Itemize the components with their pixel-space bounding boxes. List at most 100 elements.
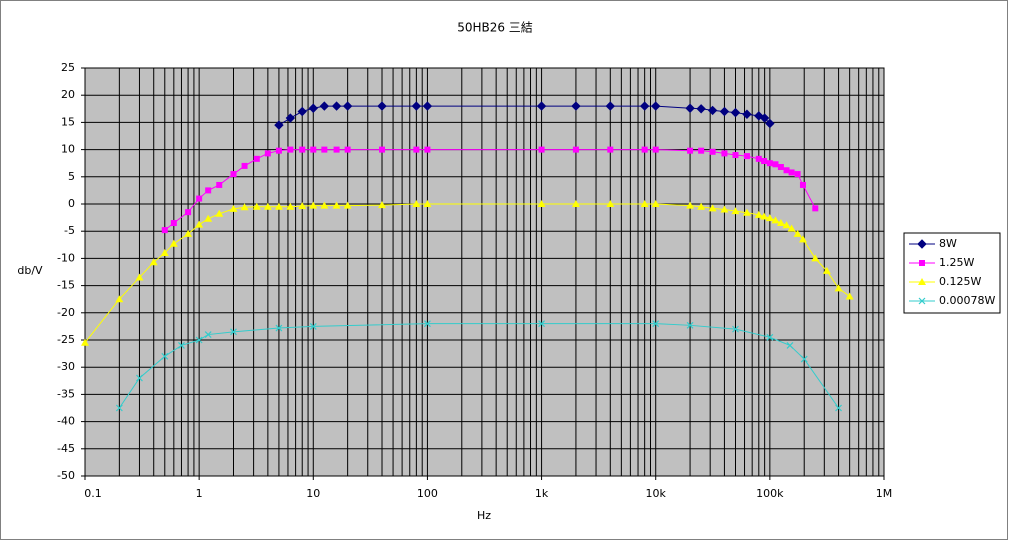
marker xyxy=(320,201,329,209)
marker xyxy=(536,101,547,111)
marker xyxy=(835,404,843,412)
plot-area xyxy=(84,67,885,477)
legend-label: 0.125W xyxy=(939,275,981,288)
legend-label: 1.25W xyxy=(939,256,974,269)
marker xyxy=(761,158,768,165)
marker xyxy=(538,320,545,328)
marker xyxy=(786,342,794,349)
marker xyxy=(379,146,386,153)
marker xyxy=(285,113,296,123)
x-tick-label: 10k xyxy=(646,487,667,500)
x-tick-label: 100 xyxy=(417,487,438,500)
marker xyxy=(184,229,193,237)
marker xyxy=(760,212,769,220)
marker xyxy=(652,320,660,328)
marker xyxy=(195,220,204,228)
x-tick-label: 1 xyxy=(196,487,203,500)
marker xyxy=(777,164,784,171)
marker xyxy=(253,155,260,162)
marker xyxy=(822,266,831,274)
y-tick-label: -45 xyxy=(57,442,75,455)
marker xyxy=(332,201,341,209)
marker xyxy=(378,201,387,209)
marker xyxy=(412,200,421,207)
y-tick-label: -10 xyxy=(57,251,75,264)
marker xyxy=(287,146,294,153)
marker xyxy=(230,171,237,178)
marker xyxy=(798,235,807,243)
marker xyxy=(204,331,212,338)
marker xyxy=(766,333,774,341)
marker xyxy=(800,355,808,363)
marker xyxy=(571,101,581,111)
marker xyxy=(697,202,706,210)
marker xyxy=(811,254,820,262)
marker xyxy=(185,209,192,216)
marker xyxy=(195,336,203,344)
marker xyxy=(799,181,806,188)
y-tick-label: 5 xyxy=(68,170,75,183)
marker xyxy=(115,404,123,412)
marker xyxy=(81,338,89,346)
marker xyxy=(686,201,695,209)
marker xyxy=(161,227,168,234)
plot-border xyxy=(84,67,885,477)
marker xyxy=(308,103,318,113)
y-tick-label: -20 xyxy=(57,306,75,319)
marker xyxy=(424,146,431,153)
marker xyxy=(834,284,843,292)
y-tick-label: -40 xyxy=(57,415,75,428)
marker xyxy=(377,101,387,111)
marker xyxy=(651,101,661,111)
marker xyxy=(170,220,177,227)
marker xyxy=(845,292,854,300)
marker xyxy=(782,221,791,229)
marker xyxy=(788,169,795,176)
y-tick-label: 25 xyxy=(61,61,75,74)
marker xyxy=(685,103,695,113)
y-tick-label: -5 xyxy=(64,224,75,237)
marker xyxy=(772,161,779,168)
marker xyxy=(263,202,272,210)
marker xyxy=(537,200,546,207)
marker xyxy=(742,208,751,216)
marker xyxy=(787,224,796,232)
marker xyxy=(766,160,773,167)
marker xyxy=(423,200,432,207)
marker xyxy=(639,101,650,111)
marker xyxy=(319,101,330,111)
legend-label: 0.00078W xyxy=(939,294,995,307)
marker xyxy=(252,202,261,210)
y-tick-label: 10 xyxy=(61,143,75,156)
legend-label: 8W xyxy=(939,237,957,250)
marker xyxy=(411,101,422,111)
marker xyxy=(687,147,694,154)
y-tick-label: -50 xyxy=(57,469,75,482)
marker xyxy=(424,320,431,328)
marker xyxy=(606,200,615,207)
marker xyxy=(309,322,317,330)
marker xyxy=(720,205,729,213)
y-tick-label: -15 xyxy=(57,279,75,292)
marker xyxy=(135,273,144,281)
x-tick-label: 0.1 xyxy=(84,487,102,500)
marker xyxy=(730,107,741,118)
marker xyxy=(297,106,307,117)
marker xyxy=(641,146,648,153)
legend-marker xyxy=(918,297,926,305)
marker xyxy=(719,106,730,117)
x-tick-label: 1k xyxy=(535,487,549,500)
marker xyxy=(149,258,158,266)
marker xyxy=(215,209,224,217)
marker xyxy=(229,204,238,212)
y-tick-label: 20 xyxy=(61,88,75,101)
marker xyxy=(310,146,317,153)
marker xyxy=(342,101,353,111)
marker xyxy=(743,153,750,160)
marker xyxy=(275,324,283,332)
marker xyxy=(783,167,790,174)
y-tick-label: -35 xyxy=(57,387,75,400)
y-axis-label: db/V xyxy=(17,264,43,277)
x-tick-label: 1M xyxy=(876,487,893,500)
